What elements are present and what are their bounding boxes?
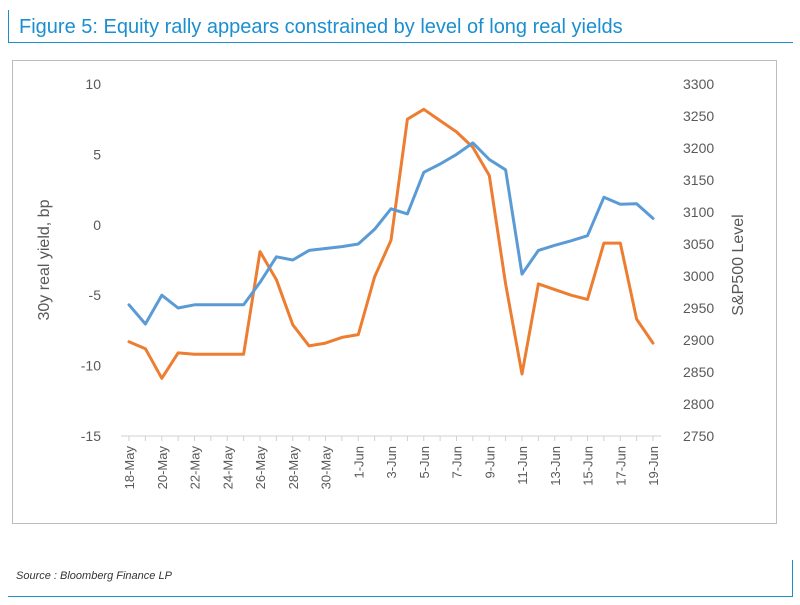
line-chart: 10 5 0 -5 -10 -15 3300 3250 3200 3150 3100 3050 300… bbox=[36, 76, 747, 489]
left-tick-label: -5 bbox=[89, 287, 102, 303]
x-tick-label: 15-Jun bbox=[581, 446, 596, 486]
right-tick-label: 3250 bbox=[683, 108, 714, 124]
x-tick-label: 28-May bbox=[286, 446, 301, 490]
left-tick-label: 0 bbox=[93, 217, 101, 233]
x-tick-label: 9-Jun bbox=[482, 446, 497, 479]
real-yield-series-line bbox=[127, 107, 655, 380]
right-tick-label: 2900 bbox=[683, 332, 714, 348]
x-axis-ticks: 18-May 20-May 22-May 24-May 26-May 28-May 30-M… bbox=[122, 436, 661, 489]
left-axis-label: 30y real yield, bp bbox=[36, 199, 53, 320]
x-tick-label: 30-May bbox=[319, 446, 334, 490]
right-tick-label: 3100 bbox=[683, 204, 714, 220]
figure-title: Figure 5: Equity rally appears constrain… bbox=[19, 16, 623, 38]
x-tick-label: 5-Jun bbox=[417, 446, 432, 479]
right-tick-label: 3300 bbox=[683, 76, 714, 92]
right-axis-ticks: 3300 3250 3200 3150 3100 3050 3000 2950 2900 2850… bbox=[683, 76, 714, 444]
x-tick-label: 13-Jun bbox=[548, 446, 563, 486]
left-tick-label: -10 bbox=[81, 358, 101, 374]
x-tick-label: 11-Jun bbox=[515, 446, 530, 485]
figure-header: Figure 5: Equity rally appears constrain… bbox=[8, 10, 793, 43]
left-tick-label: -15 bbox=[81, 428, 101, 444]
x-tick-label: 7-Jun bbox=[450, 446, 465, 479]
x-tick-label: 19-Jun bbox=[646, 446, 661, 486]
x-tick-label: 26-May bbox=[253, 446, 268, 490]
right-tick-label: 3150 bbox=[683, 172, 714, 188]
source-note: Source : Bloomberg Finance LP bbox=[16, 570, 172, 582]
right-tick-label: 2800 bbox=[683, 396, 714, 412]
right-tick-label: 3000 bbox=[683, 268, 714, 284]
right-tick-label: 2850 bbox=[683, 364, 714, 380]
left-tick-label: 5 bbox=[93, 146, 101, 162]
right-tick-label: 3200 bbox=[683, 140, 714, 156]
x-tick-label: 18-May bbox=[122, 446, 137, 490]
right-axis-label: S&P500 Level bbox=[730, 214, 747, 315]
x-tick-label: 22-May bbox=[188, 446, 203, 490]
left-tick-label: 10 bbox=[85, 76, 101, 92]
series-layer bbox=[127, 107, 655, 380]
x-tick-label: 17-Jun bbox=[613, 446, 628, 486]
chart-area: 10 5 0 -5 -10 -15 3300 3250 3200 3150 3100 3050 300… bbox=[12, 60, 777, 524]
x-tick-label: 20-May bbox=[155, 446, 170, 490]
right-tick-label: 2950 bbox=[683, 300, 714, 316]
x-tick-label: 3-Jun bbox=[384, 446, 399, 479]
x-tick-label: 1-Jun bbox=[351, 446, 366, 479]
right-tick-label: 3050 bbox=[683, 236, 714, 252]
left-axis-ticks: 10 5 0 -5 -10 -15 bbox=[81, 76, 101, 444]
right-tick-label: 2750 bbox=[683, 428, 714, 444]
x-tick-label: 24-May bbox=[220, 446, 235, 490]
sp500-series-line bbox=[127, 141, 655, 326]
figure-footer: Source : Bloomberg Finance LP bbox=[8, 560, 793, 597]
